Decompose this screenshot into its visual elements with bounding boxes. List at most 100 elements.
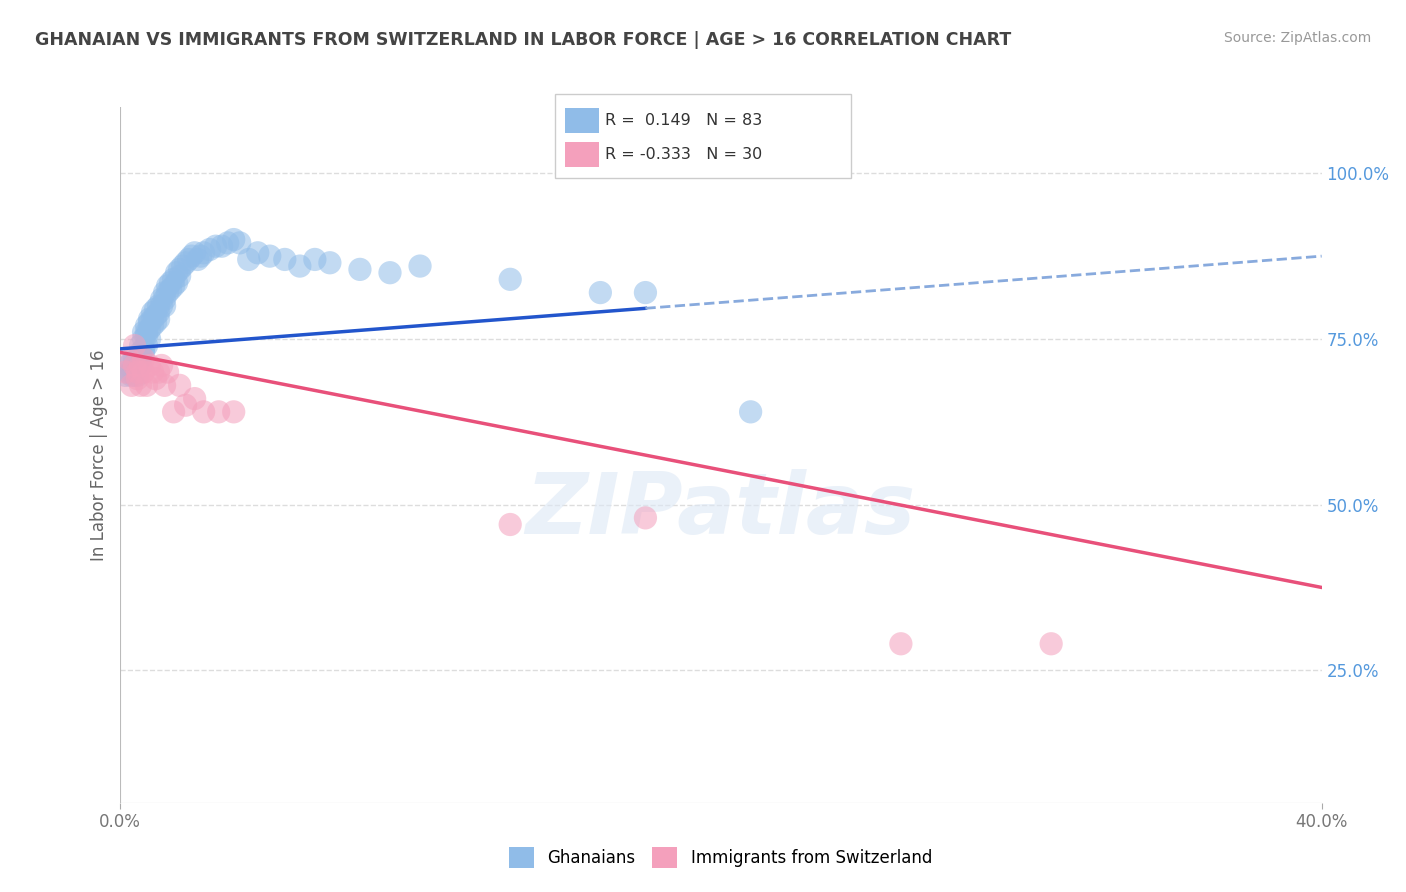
Point <box>319 256 342 270</box>
Point <box>349 262 371 277</box>
Text: R =  0.149   N = 83: R = 0.149 N = 83 <box>605 113 762 128</box>
Point <box>156 285 179 300</box>
Point <box>634 511 657 525</box>
Point <box>124 359 146 373</box>
Point <box>129 359 152 373</box>
Point <box>142 305 165 319</box>
Point <box>211 239 233 253</box>
Point <box>190 249 212 263</box>
Point <box>153 378 176 392</box>
Point <box>114 368 136 383</box>
Point <box>153 285 176 300</box>
Point <box>288 259 311 273</box>
Point <box>127 372 149 386</box>
Point <box>198 243 221 257</box>
Point <box>890 637 912 651</box>
Point <box>132 326 155 340</box>
Point <box>135 318 157 333</box>
Point <box>159 282 181 296</box>
Point <box>150 292 173 306</box>
Text: ZIPatlas: ZIPatlas <box>526 469 915 552</box>
Point <box>246 245 269 260</box>
Point <box>129 345 152 359</box>
Text: R = -0.333   N = 30: R = -0.333 N = 30 <box>605 147 762 161</box>
Point <box>145 372 167 386</box>
Point <box>135 338 157 352</box>
Point <box>159 276 181 290</box>
Point <box>129 359 152 373</box>
Point <box>228 235 252 250</box>
Point <box>145 309 167 323</box>
Point <box>127 365 149 379</box>
Point <box>169 262 191 277</box>
Point <box>193 405 215 419</box>
Point <box>409 259 432 273</box>
Point <box>499 272 522 286</box>
Point <box>166 276 188 290</box>
Point <box>304 252 326 267</box>
Point <box>150 359 173 373</box>
Point <box>169 268 191 283</box>
Point <box>259 249 281 263</box>
Point <box>138 322 160 336</box>
Point <box>145 315 167 329</box>
Point <box>129 349 152 363</box>
Point <box>162 272 184 286</box>
Point <box>162 405 184 419</box>
Point <box>135 328 157 343</box>
Point <box>138 312 160 326</box>
Point <box>114 365 136 379</box>
Point <box>169 378 191 392</box>
Point <box>148 299 170 313</box>
Point <box>208 405 231 419</box>
Point <box>740 405 762 419</box>
Point <box>117 351 139 366</box>
Point <box>183 245 205 260</box>
Point <box>124 368 146 383</box>
Point <box>138 315 160 329</box>
Point <box>124 361 146 376</box>
Point <box>127 355 149 369</box>
Point <box>142 312 165 326</box>
Point <box>172 259 194 273</box>
Point <box>238 252 260 267</box>
Point <box>499 517 522 532</box>
Point <box>153 292 176 306</box>
Point <box>156 365 179 379</box>
Point <box>127 368 149 383</box>
Point <box>166 266 188 280</box>
Point <box>121 355 143 369</box>
Point <box>129 351 152 366</box>
Point <box>132 332 155 346</box>
Point <box>129 378 152 392</box>
Legend: Ghanaians, Immigrants from Switzerland: Ghanaians, Immigrants from Switzerland <box>502 841 939 874</box>
Point <box>117 359 139 373</box>
Point <box>148 305 170 319</box>
Point <box>150 299 173 313</box>
Point <box>145 302 167 317</box>
Point <box>193 245 215 260</box>
Y-axis label: In Labor Force | Age > 16: In Labor Force | Age > 16 <box>90 349 108 561</box>
Point <box>121 368 143 383</box>
Text: Source: ZipAtlas.com: Source: ZipAtlas.com <box>1223 31 1371 45</box>
Point <box>132 345 155 359</box>
Point <box>222 233 245 247</box>
Point <box>132 342 155 356</box>
Point <box>156 279 179 293</box>
Point <box>153 299 176 313</box>
Point <box>222 405 245 419</box>
Point <box>117 365 139 379</box>
Point <box>138 332 160 346</box>
Point <box>124 359 146 373</box>
Point <box>124 338 146 352</box>
Point <box>378 266 401 280</box>
Point <box>135 378 157 392</box>
Point <box>217 235 239 250</box>
Point <box>138 359 160 373</box>
Text: GHANAIAN VS IMMIGRANTS FROM SWITZERLAND IN LABOR FORCE | AGE > 16 CORRELATION CH: GHANAIAN VS IMMIGRANTS FROM SWITZERLAND … <box>35 31 1011 49</box>
Point <box>187 252 209 267</box>
Point <box>142 318 165 333</box>
Point <box>132 351 155 366</box>
Point <box>121 365 143 379</box>
Point <box>180 249 202 263</box>
